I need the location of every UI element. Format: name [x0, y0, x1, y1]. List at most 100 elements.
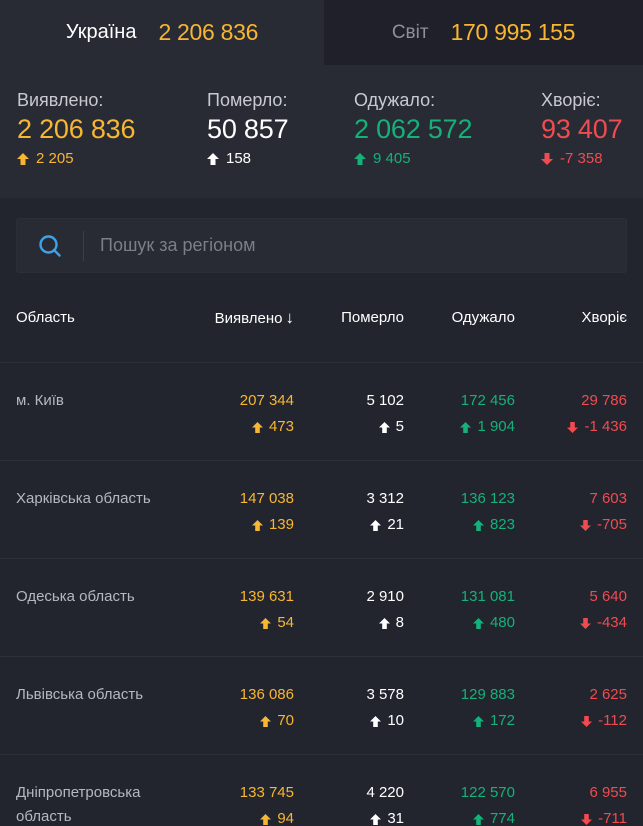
stat-value: 2 206 836 [17, 114, 136, 144]
found-delta: 139 [188, 512, 294, 538]
header-recovered[interactable]: Одужало [451, 309, 515, 326]
recovered-delta: 172 [404, 708, 515, 734]
cell-sick: 29 786 -1 436 [515, 388, 627, 460]
tab-total-value: 170 995 155 [450, 19, 576, 45]
recovered-value: 136 123 [460, 490, 515, 507]
sick-delta-value: -112 [598, 712, 627, 729]
cell-found: 207 344 473 [188, 388, 294, 460]
found-delta-value: 54 [277, 614, 294, 631]
table-row[interactable]: Львівська область 136 086 70 3 578 10 12… [0, 657, 643, 755]
found-delta: 473 [188, 414, 294, 440]
tab-world[interactable]: Світ 170 995 155 [324, 0, 643, 65]
found-delta-value: 70 [277, 712, 294, 729]
cell-recovered: 136 123 823 [404, 486, 515, 558]
cell-recovered: 131 081 480 [404, 584, 515, 656]
table-row[interactable]: м. Київ 207 344 473 5 102 5 172 456 1 90… [0, 363, 643, 461]
header-found-label: Виявлено [214, 309, 283, 327]
recovered-delta-value: 774 [489, 810, 515, 826]
stat-value: 2 062 572 [354, 114, 473, 144]
arrow-up-icon [260, 617, 272, 629]
stat-delta: 9 405 [354, 149, 472, 169]
cell-recovered: 172 456 1 904 [404, 388, 515, 460]
arrow-down-icon [579, 617, 591, 629]
arrow-up-icon [472, 519, 484, 531]
stat-delta: -7 358 [541, 149, 622, 169]
arrow-up-icon [370, 715, 382, 727]
dead-value: 2 910 [366, 588, 404, 605]
recovered-delta: 1 904 [404, 414, 515, 440]
search-input[interactable] [84, 235, 626, 256]
sick-delta: -434 [515, 610, 627, 636]
cell-sick: 5 640 -434 [515, 584, 627, 656]
arrow-up-icon [354, 153, 366, 165]
tab-total-value: 2 206 836 [158, 19, 259, 45]
recovered-delta: 823 [404, 512, 515, 538]
dead-delta-value: 31 [387, 810, 404, 826]
table-row[interactable]: Дніпропетровська область 133 745 94 4 22… [0, 755, 643, 826]
arrow-up-icon [207, 153, 219, 165]
stat-label: Хворіє: [541, 90, 601, 110]
table-row[interactable]: Одеська область 139 631 54 2 910 8 131 0… [0, 559, 643, 657]
found-value: 136 086 [239, 686, 294, 703]
found-delta: 54 [188, 610, 294, 636]
region-name: Одеська область [16, 588, 135, 605]
found-delta-value: 139 [268, 516, 294, 533]
search-box [16, 218, 627, 273]
header-dead[interactable]: Померло [341, 309, 404, 326]
sick-delta-value: -705 [596, 516, 627, 533]
recovered-delta: 480 [404, 610, 515, 636]
dead-delta-value: 21 [387, 516, 404, 533]
summary-sick: Хворіє: 93 407 -7 358 [541, 89, 623, 169]
dead-delta-value: 5 [395, 418, 404, 435]
recovered-value: 172 456 [460, 392, 515, 409]
header-region[interactable]: Область [16, 309, 75, 326]
stat-delta-value: 2 205 [36, 150, 74, 167]
cell-dead: 3 312 21 [294, 486, 404, 558]
region-name: Харківська область [16, 490, 151, 507]
arrow-up-icon [378, 617, 390, 629]
dead-value: 4 220 [366, 784, 404, 801]
cell-dead: 3 578 10 [294, 682, 404, 754]
search-icon[interactable] [17, 234, 83, 258]
country-tabs: Україна 2 206 836 Світ 170 995 155 [0, 0, 643, 65]
arrow-up-icon [251, 519, 263, 531]
stat-delta-value: -7 358 [560, 150, 603, 167]
dead-value: 3 312 [366, 490, 404, 507]
sick-value: 29 786 [581, 392, 627, 409]
dead-value: 5 102 [366, 392, 404, 409]
summary-dead: Померло: 50 857 158 [207, 89, 289, 169]
dead-delta: 10 [294, 708, 404, 734]
arrow-up-icon [17, 153, 29, 165]
tab-ukraine[interactable]: Україна 2 206 836 [0, 0, 324, 65]
region-table-body: м. Київ 207 344 473 5 102 5 172 456 1 90… [0, 363, 643, 826]
sick-delta-value: -434 [596, 614, 627, 631]
sick-value: 7 603 [589, 490, 627, 507]
recovered-delta-value: 172 [489, 712, 515, 729]
header-sick[interactable]: Хворіє [581, 309, 627, 326]
sick-value: 2 625 [589, 686, 627, 703]
arrow-up-icon [460, 421, 472, 433]
arrow-up-icon [251, 421, 263, 433]
arrow-up-icon [260, 813, 272, 825]
summary-recovered: Одужало: 2 062 572 9 405 [354, 89, 473, 169]
recovered-delta-value: 480 [489, 614, 515, 631]
summary-panel: Виявлено: 2 206 836 2 205 Померло: 50 85… [0, 65, 643, 198]
tab-label: Україна [65, 21, 137, 43]
search-divider [83, 230, 84, 261]
arrow-up-icon [472, 715, 484, 727]
dead-delta: 21 [294, 512, 404, 538]
region-name: Львівська область [16, 686, 144, 703]
arrow-down-icon [567, 421, 579, 433]
stat-label: Померло: [207, 90, 288, 110]
header-found[interactable]: Виявлено ↓ [188, 308, 294, 328]
found-delta-value: 94 [277, 810, 294, 826]
stat-delta-value: 158 [226, 150, 252, 167]
table-row[interactable]: Харківська область 147 038 139 3 312 21 … [0, 461, 643, 559]
cell-sick: 7 603 -705 [515, 486, 627, 558]
cell-found: 133 745 94 [188, 780, 294, 826]
sick-delta-value: -711 [598, 810, 627, 826]
arrow-up-icon [370, 519, 382, 531]
arrow-up-icon [378, 421, 390, 433]
stat-delta-value: 9 405 [373, 150, 411, 167]
found-delta: 70 [188, 708, 294, 734]
